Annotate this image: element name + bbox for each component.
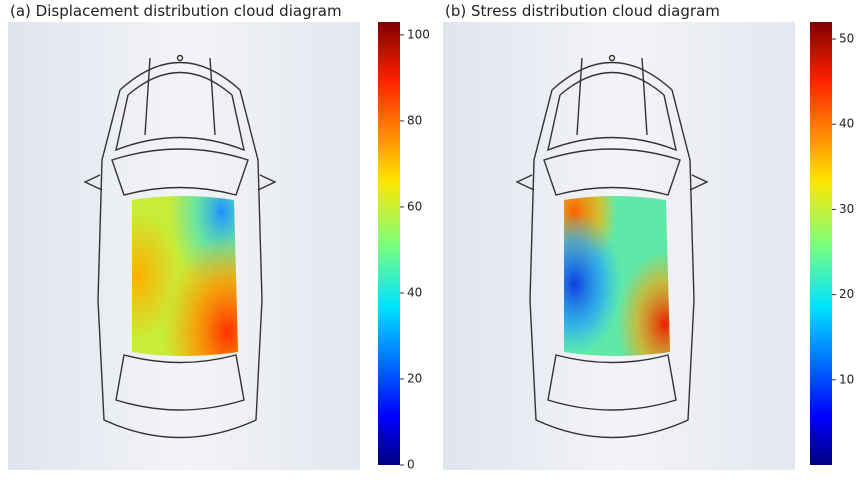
colorbar-tick-label: 80 xyxy=(407,113,422,127)
colorbar-tick-label: 10 xyxy=(839,372,854,386)
displacement-field xyxy=(132,196,238,356)
colorbar-tick-label: 30 xyxy=(839,202,854,216)
colorbar xyxy=(378,22,400,465)
colorbar-tick-label: 20 xyxy=(407,371,422,385)
panel-title: (a) Displacement distribution cloud diag… xyxy=(10,2,342,20)
colorbar-tick-label: 100 xyxy=(407,27,430,41)
panel-a: (a) Displacement distribution cloud diag… xyxy=(8,2,400,470)
colorbar-tick-label: 40 xyxy=(407,285,422,299)
colorbar xyxy=(810,22,832,465)
panel-title: (b) Stress distribution cloud diagram xyxy=(445,2,720,20)
colorbar-tick-label: 60 xyxy=(407,199,422,213)
colorbar-tick-label: 40 xyxy=(839,117,854,131)
panel-b: (b) Stress distribution cloud diagram xyxy=(443,2,832,470)
colorbar-tick-label: 20 xyxy=(839,287,854,301)
colorbar-tick-label: 0 xyxy=(407,458,415,472)
colorbar-tick-label: 50 xyxy=(839,32,854,46)
stress-field xyxy=(564,196,670,356)
